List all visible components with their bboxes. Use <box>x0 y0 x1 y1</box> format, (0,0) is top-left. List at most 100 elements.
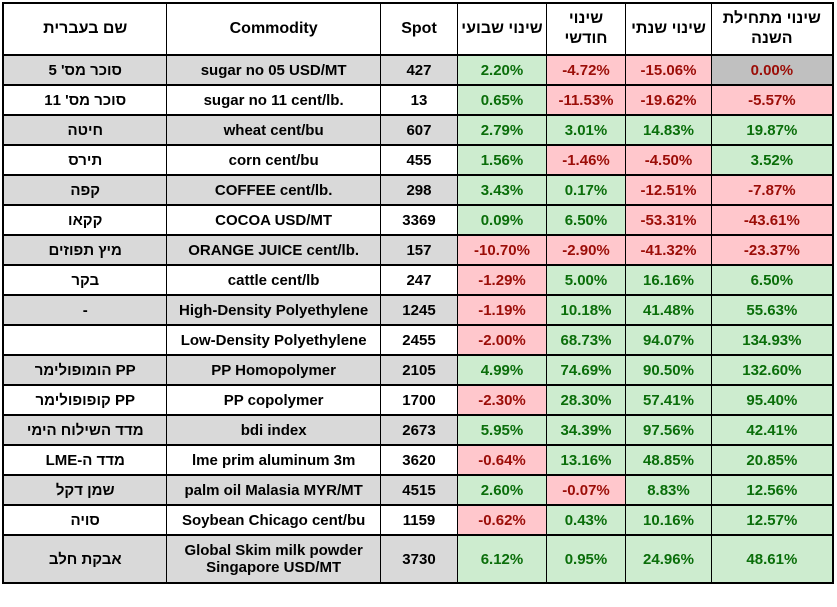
yearly-change-cell: 97.56% <box>625 414 712 446</box>
commodity-cell: palm oil Malasia MYR/MT <box>166 474 381 506</box>
spot-cell: 1159 <box>379 504 459 536</box>
weekly-change-cell: 2.60% <box>457 474 547 506</box>
commodity-cell: Soybean Chicago cent/bu <box>166 504 381 536</box>
hebrew-name-cell: תירס <box>2 144 168 176</box>
ytd-change-cell: 132.60% <box>710 354 834 386</box>
header-spot: Spot <box>379 2 459 56</box>
ytd-change-cell: -23.37% <box>710 234 834 266</box>
table-row: - High-Density Polyethylene 1245 -1.19% … <box>2 294 834 326</box>
monthly-change-cell: 6.50% <box>545 204 627 236</box>
table-row: חיטה wheat cent/bu 607 2.79% 3.01% 14.83… <box>2 114 834 146</box>
table-header: שם בעברית Commodity Spot שינוי שבועי שינ… <box>2 2 834 56</box>
table-row: שמן דקל palm oil Malasia MYR/MT 4515 2.6… <box>2 474 834 506</box>
yearly-change-cell: -53.31% <box>625 204 712 236</box>
spot-cell: 1245 <box>379 294 459 326</box>
table-row: סויה Soybean Chicago cent/bu 1159 -0.62%… <box>2 504 834 536</box>
monthly-change-cell: 0.17% <box>545 174 627 206</box>
commodity-cell: PP copolymer <box>166 384 381 416</box>
hebrew-name-cell: - <box>2 294 168 326</box>
ytd-change-cell: -7.87% <box>710 174 834 206</box>
hebrew-name-cell: מיץ תפוזים <box>2 234 168 266</box>
hebrew-name-cell: מדד ה-LME <box>2 444 168 476</box>
ytd-change-cell: 6.50% <box>710 264 834 296</box>
spot-cell: 3369 <box>379 204 459 236</box>
commodity-cell: ORANGE JUICE cent/lb. <box>166 234 381 266</box>
hebrew-name-cell: מדד השילוח הימי <box>2 414 168 446</box>
commodity-cell: High-Density Polyethylene <box>166 294 381 326</box>
hebrew-name-cell: בקר <box>2 264 168 296</box>
weekly-change-cell: -2.00% <box>457 324 547 356</box>
weekly-change-cell: 2.20% <box>457 54 547 86</box>
weekly-change-cell: 4.99% <box>457 354 547 386</box>
hebrew-name-cell <box>2 324 168 356</box>
hebrew-name-cell: PP קופופולימר <box>2 384 168 416</box>
monthly-change-cell: 3.01% <box>545 114 627 146</box>
spot-cell: 3730 <box>379 534 459 584</box>
spot-cell: 4515 <box>379 474 459 506</box>
table-row: מדד ה-LME lme prim aluminum 3m 3620 -0.6… <box>2 444 834 476</box>
table-row: PP הומופולימר PP Homopolymer 2105 4.99% … <box>2 354 834 386</box>
hebrew-name-cell: סוכר מס' 5 <box>2 54 168 86</box>
table-row: סוכר מס' 11 sugar no 11 cent/lb. 13 0.65… <box>2 84 834 116</box>
weekly-change-cell: 0.65% <box>457 84 547 116</box>
yearly-change-cell: 94.07% <box>625 324 712 356</box>
ytd-change-cell: 19.87% <box>710 114 834 146</box>
monthly-change-cell: 10.18% <box>545 294 627 326</box>
hebrew-name-cell: אבקת חלב <box>2 534 168 584</box>
table-row: PP קופופולימר PP copolymer 1700 -2.30% 2… <box>2 384 834 416</box>
ytd-change-cell: 95.40% <box>710 384 834 416</box>
weekly-change-cell: -2.30% <box>457 384 547 416</box>
commodity-cell: corn cent/bu <box>166 144 381 176</box>
spot-cell: 13 <box>379 84 459 116</box>
yearly-change-cell: 10.16% <box>625 504 712 536</box>
ytd-change-cell: 3.52% <box>710 144 834 176</box>
commodity-cell: sugar no 05 USD/MT <box>166 54 381 86</box>
ytd-change-cell: 0.00% <box>710 54 834 86</box>
weekly-change-cell: -1.19% <box>457 294 547 326</box>
table-row: תירס corn cent/bu 455 1.56% -1.46% -4.50… <box>2 144 834 176</box>
hebrew-name-cell: סויה <box>2 504 168 536</box>
table-row: קפה COFFEE cent/lb. 298 3.43% 0.17% -12.… <box>2 174 834 206</box>
spot-cell: 2455 <box>379 324 459 356</box>
table-row: מדד השילוח הימי bdi index 2673 5.95% 34.… <box>2 414 834 446</box>
hebrew-name-cell: סוכר מס' 11 <box>2 84 168 116</box>
monthly-change-cell: 0.95% <box>545 534 627 584</box>
yearly-change-cell: -12.51% <box>625 174 712 206</box>
header-row: שם בעברית Commodity Spot שינוי שבועי שינ… <box>2 2 834 56</box>
table-row: Low-Density Polyethylene 2455 -2.00% 68.… <box>2 324 834 356</box>
commodity-cell: Low-Density Polyethylene <box>166 324 381 356</box>
yearly-change-cell: -41.32% <box>625 234 712 266</box>
hebrew-name-cell: קפה <box>2 174 168 206</box>
commodity-cell: bdi index <box>166 414 381 446</box>
monthly-change-cell: 34.39% <box>545 414 627 446</box>
spot-cell: 455 <box>379 144 459 176</box>
weekly-change-cell: -0.64% <box>457 444 547 476</box>
yearly-change-cell: 90.50% <box>625 354 712 386</box>
spot-cell: 298 <box>379 174 459 206</box>
yearly-change-cell: -15.06% <box>625 54 712 86</box>
commodity-table: שם בעברית Commodity Spot שינוי שבועי שינ… <box>2 2 834 584</box>
header-commodity: Commodity <box>166 2 381 56</box>
weekly-change-cell: -1.29% <box>457 264 547 296</box>
yearly-change-cell: -4.50% <box>625 144 712 176</box>
table-row: אבקת חלב Global Skim milk powder Singapo… <box>2 534 834 584</box>
commodity-cell: wheat cent/bu <box>166 114 381 146</box>
spot-cell: 3620 <box>379 444 459 476</box>
monthly-change-cell: 5.00% <box>545 264 627 296</box>
monthly-change-cell: -11.53% <box>545 84 627 116</box>
header-ytd-change: שינוי מתחילת השנה <box>710 2 834 56</box>
ytd-change-cell: 12.56% <box>710 474 834 506</box>
header-weekly-change: שינוי שבועי <box>457 2 547 56</box>
spot-cell: 1700 <box>379 384 459 416</box>
hebrew-name-cell: חיטה <box>2 114 168 146</box>
monthly-change-cell: 28.30% <box>545 384 627 416</box>
monthly-change-cell: -1.46% <box>545 144 627 176</box>
ytd-change-cell: -5.57% <box>710 84 834 116</box>
yearly-change-cell: 14.83% <box>625 114 712 146</box>
ytd-change-cell: -43.61% <box>710 204 834 236</box>
monthly-change-cell: -4.72% <box>545 54 627 86</box>
hebrew-name-cell: קקאו <box>2 204 168 236</box>
commodity-cell: COCOA USD/MT <box>166 204 381 236</box>
ytd-change-cell: 42.41% <box>710 414 834 446</box>
